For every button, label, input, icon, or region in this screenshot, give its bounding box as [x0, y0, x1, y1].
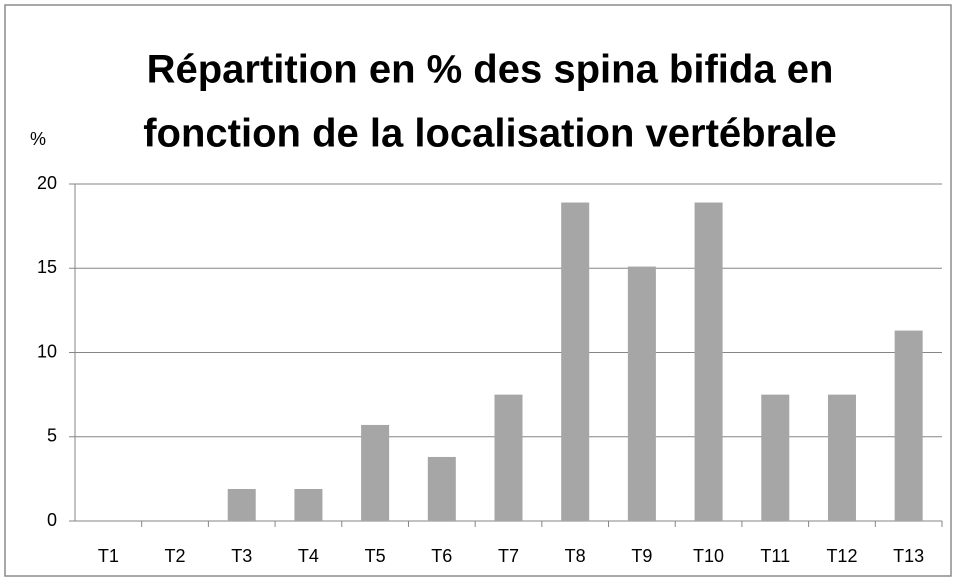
x-tick-label: T12	[826, 546, 857, 566]
x-tick-label: T8	[565, 546, 586, 566]
x-tick-label: T9	[631, 546, 652, 566]
y-axis-label: %	[30, 129, 46, 149]
bar	[494, 394, 523, 521]
chart-title-line: fonction de la localisation vertébrale	[143, 112, 837, 156]
x-tick-label: T1	[98, 546, 119, 566]
bar	[227, 488, 256, 521]
chart-title-line: Répartition en % des spina bifida en	[147, 48, 834, 92]
bar	[561, 202, 590, 521]
y-tick-label: 5	[47, 426, 57, 446]
x-tick-label: T2	[165, 546, 186, 566]
y-tick-label: 10	[37, 341, 57, 361]
x-tick-label: T6	[431, 546, 452, 566]
bar	[827, 394, 856, 521]
chart-frame	[4, 4, 952, 577]
bar	[627, 266, 656, 521]
x-tick-label: T11	[760, 546, 790, 566]
y-tick-label: 0	[47, 510, 57, 530]
y-tick-label: 15	[37, 257, 57, 277]
bar	[427, 456, 456, 521]
y-tick-label: 20	[37, 173, 57, 193]
x-tick-label: T4	[298, 546, 319, 566]
x-tick-label: T10	[693, 546, 724, 566]
bar	[361, 424, 390, 521]
x-tick-label: T3	[231, 546, 252, 566]
x-tick-label: T5	[365, 546, 386, 566]
x-tick-label: T13	[893, 546, 924, 566]
bar	[694, 202, 723, 521]
bar	[294, 488, 323, 521]
bar	[894, 330, 923, 521]
x-tick-label: T7	[498, 546, 519, 566]
bar	[761, 394, 790, 521]
